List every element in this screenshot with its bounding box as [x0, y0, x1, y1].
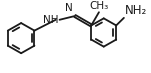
Text: N: N	[65, 3, 73, 13]
Text: NH: NH	[43, 15, 59, 25]
Text: CH₃: CH₃	[89, 1, 109, 11]
Text: NH₂: NH₂	[125, 4, 147, 17]
